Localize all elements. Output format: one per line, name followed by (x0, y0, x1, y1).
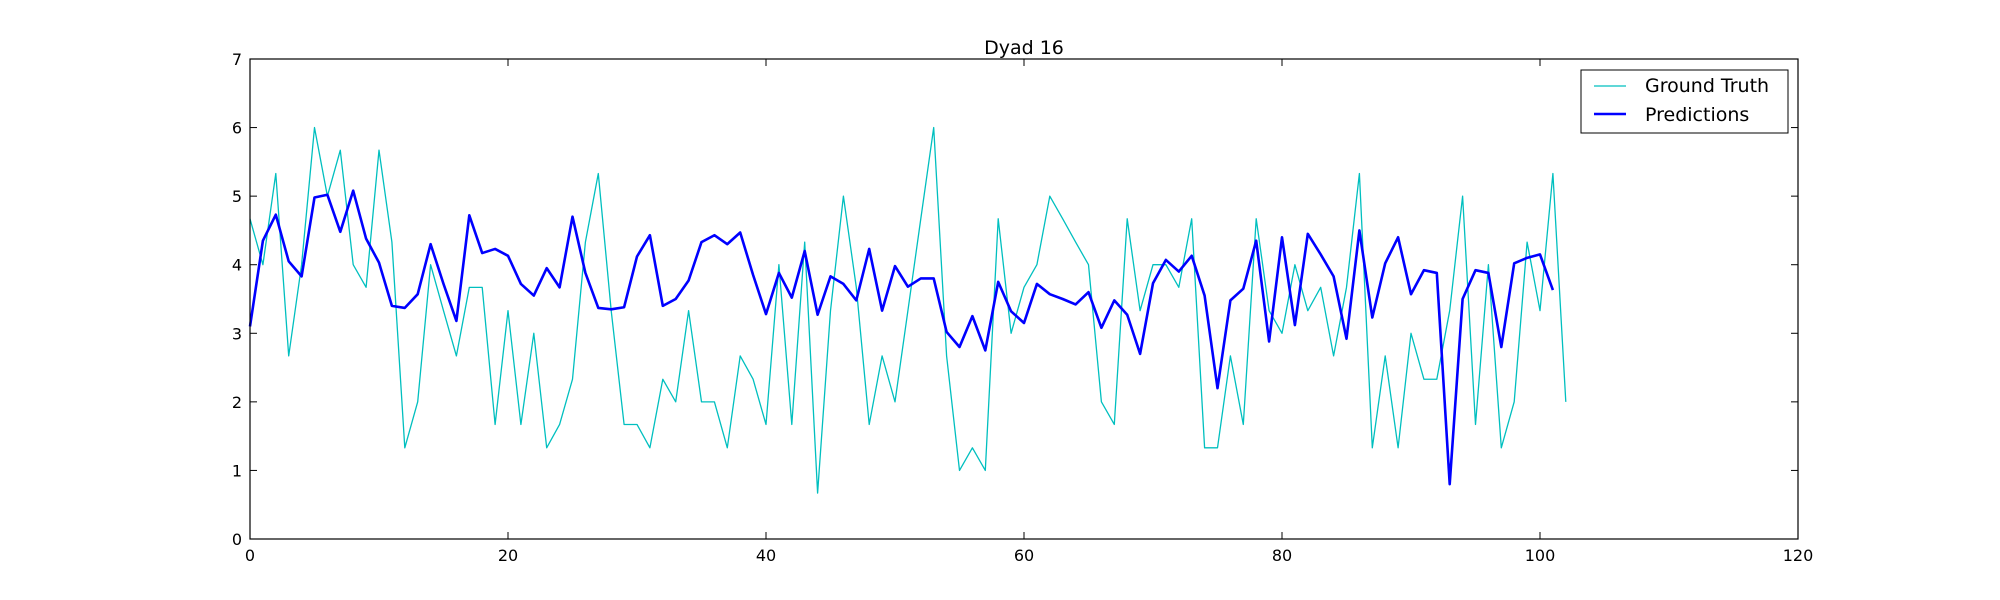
legend-label-predictions: Predictions (1645, 104, 1749, 126)
chart-title: Dyad 16 (984, 37, 1064, 59)
x-tick-label: 100 (1525, 546, 1556, 565)
legend-label-ground-truth: Ground Truth (1645, 75, 1769, 97)
series-line-ground-truth (249, 126, 1567, 494)
y-tick-label: 5 (232, 187, 242, 206)
y-tick-label: 4 (232, 256, 242, 275)
y-tick-label: 2 (232, 393, 242, 412)
axes-layer: 0 20 40 60 80 100 120 0 1 2 3 4 5 6 7 (232, 50, 1813, 565)
x-tick-label: 40 (756, 546, 776, 565)
x-tick-label: 20 (498, 546, 518, 565)
plot-area (250, 59, 1798, 539)
legend: Ground Truth Predictions (1580, 69, 1789, 134)
legend-box (1580, 69, 1789, 134)
x-tick-label: 0 (245, 546, 255, 565)
y-tick-label: 7 (232, 50, 242, 69)
x-tick-label: 120 (1783, 546, 1814, 565)
x-tick-label: 60 (1014, 546, 1034, 565)
x-tick-label: 80 (1272, 546, 1292, 565)
y-tick-label: 1 (232, 461, 242, 480)
y-tick-label: 0 (232, 530, 242, 549)
y-tick-label: 6 (232, 119, 242, 138)
y-tick-label: 3 (232, 324, 242, 343)
series-layer (248, 126, 1567, 494)
series-line-predictions (248, 189, 1555, 486)
